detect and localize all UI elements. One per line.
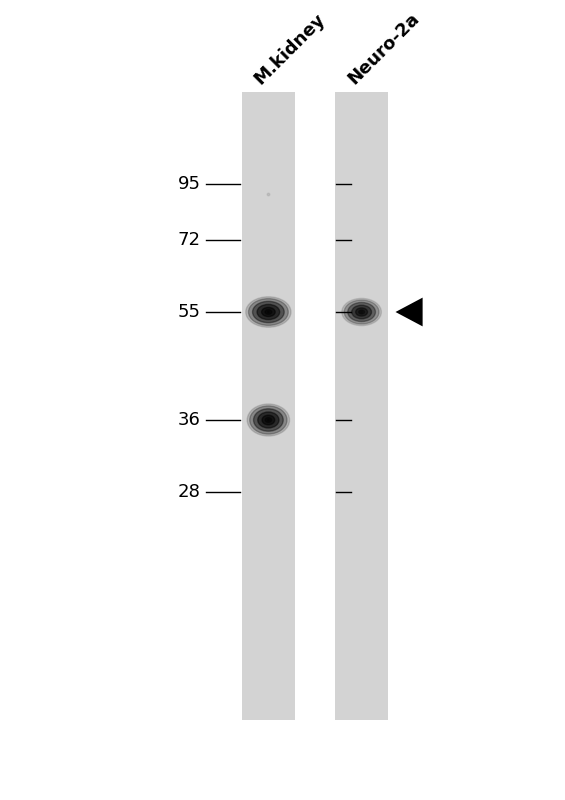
Ellipse shape xyxy=(262,307,275,317)
Ellipse shape xyxy=(359,310,364,314)
Ellipse shape xyxy=(250,406,287,434)
Ellipse shape xyxy=(348,302,375,322)
Text: 72: 72 xyxy=(177,231,201,249)
Ellipse shape xyxy=(360,311,363,313)
Ellipse shape xyxy=(267,311,270,313)
Ellipse shape xyxy=(265,310,272,314)
Polygon shape xyxy=(396,298,423,326)
Ellipse shape xyxy=(351,305,372,318)
Ellipse shape xyxy=(247,404,289,436)
Ellipse shape xyxy=(258,412,279,428)
Text: 55: 55 xyxy=(177,303,201,321)
Bar xyxy=(242,92,295,720)
Ellipse shape xyxy=(253,302,284,322)
Text: 95: 95 xyxy=(177,175,201,193)
Ellipse shape xyxy=(344,300,379,324)
Ellipse shape xyxy=(249,298,288,326)
Ellipse shape xyxy=(246,297,291,327)
Text: Neuro-2a: Neuro-2a xyxy=(344,10,423,88)
Ellipse shape xyxy=(254,409,283,431)
Text: M.kidney: M.kidney xyxy=(251,10,329,88)
Bar xyxy=(334,92,389,720)
Text: 28: 28 xyxy=(178,483,201,501)
Ellipse shape xyxy=(257,304,280,319)
Ellipse shape xyxy=(262,415,275,425)
Ellipse shape xyxy=(267,419,270,421)
Ellipse shape xyxy=(342,298,381,326)
Text: 36: 36 xyxy=(178,411,201,429)
Ellipse shape xyxy=(265,418,272,422)
Ellipse shape xyxy=(356,308,368,316)
